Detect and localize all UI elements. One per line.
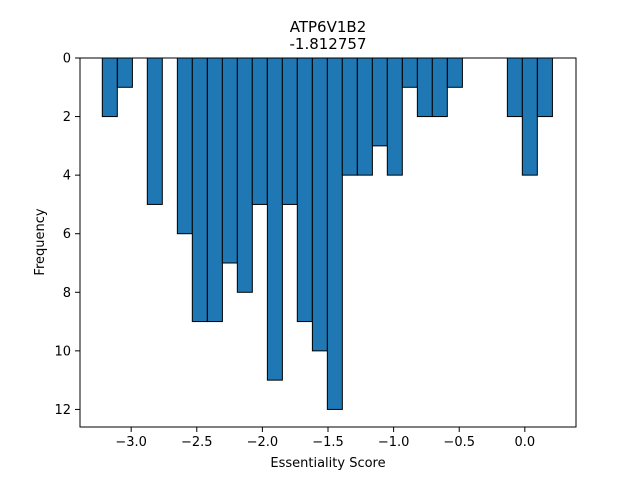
x-tick-label: −1.0 (378, 435, 410, 450)
chart-subtitle: -1.812757 (290, 35, 367, 53)
x-tick-label: −0.5 (443, 435, 475, 450)
x-tick-label: 0.0 (514, 435, 535, 450)
histogram-bar (401, 57, 418, 88)
y-axis-ticks: 0 2 4 6 8 10 12 (54, 52, 80, 418)
x-axis-ticks: −3.0 −2.5 −2.0 −1.5 −1.0 −0.5 0.0 (115, 427, 535, 450)
y-tick-label: 6 (63, 227, 71, 242)
histogram-bar (536, 57, 553, 118)
x-tick-label: −1.5 (312, 435, 344, 450)
histogram-bar (221, 57, 238, 264)
histogram-bar (311, 57, 328, 352)
histogram-bar (416, 57, 433, 118)
histogram-bar (116, 57, 133, 88)
y-tick-label: 12 (54, 403, 71, 418)
histogram-bar (521, 57, 538, 176)
histogram-bar (266, 57, 283, 381)
histogram-bar (326, 57, 343, 410)
histogram-bar (251, 57, 268, 205)
y-tick-label: 0 (63, 52, 71, 67)
x-axis-label: Essentiality Score (270, 456, 385, 471)
x-tick-label: −2.0 (247, 435, 279, 450)
histogram-bar (386, 57, 403, 176)
histogram-bar (281, 57, 298, 205)
x-tick-label: −3.0 (115, 435, 147, 450)
y-tick-label: 4 (63, 169, 71, 184)
y-tick-label: 10 (54, 344, 71, 359)
x-tick-label: −2.5 (181, 435, 213, 450)
y-tick-label: 8 (63, 286, 71, 301)
histogram-bar (176, 57, 193, 235)
y-axis-label: Frequency (33, 208, 48, 275)
histogram-bar (191, 57, 208, 323)
histogram-bar (236, 57, 253, 293)
histogram-bar (356, 57, 373, 176)
histogram-bar (446, 57, 463, 88)
y-tick-label: 2 (63, 110, 71, 125)
histogram-bar (371, 57, 388, 147)
histogram-bar (206, 57, 223, 323)
histogram-bar (341, 57, 358, 176)
histogram-bar (101, 57, 118, 118)
histogram-bar (431, 57, 448, 118)
chart-title: ATP6V1B2 (290, 18, 367, 36)
histogram-bar (296, 57, 313, 323)
histogram-bar (506, 57, 523, 118)
histogram-bars (101, 57, 553, 410)
histogram-bar (146, 57, 163, 205)
